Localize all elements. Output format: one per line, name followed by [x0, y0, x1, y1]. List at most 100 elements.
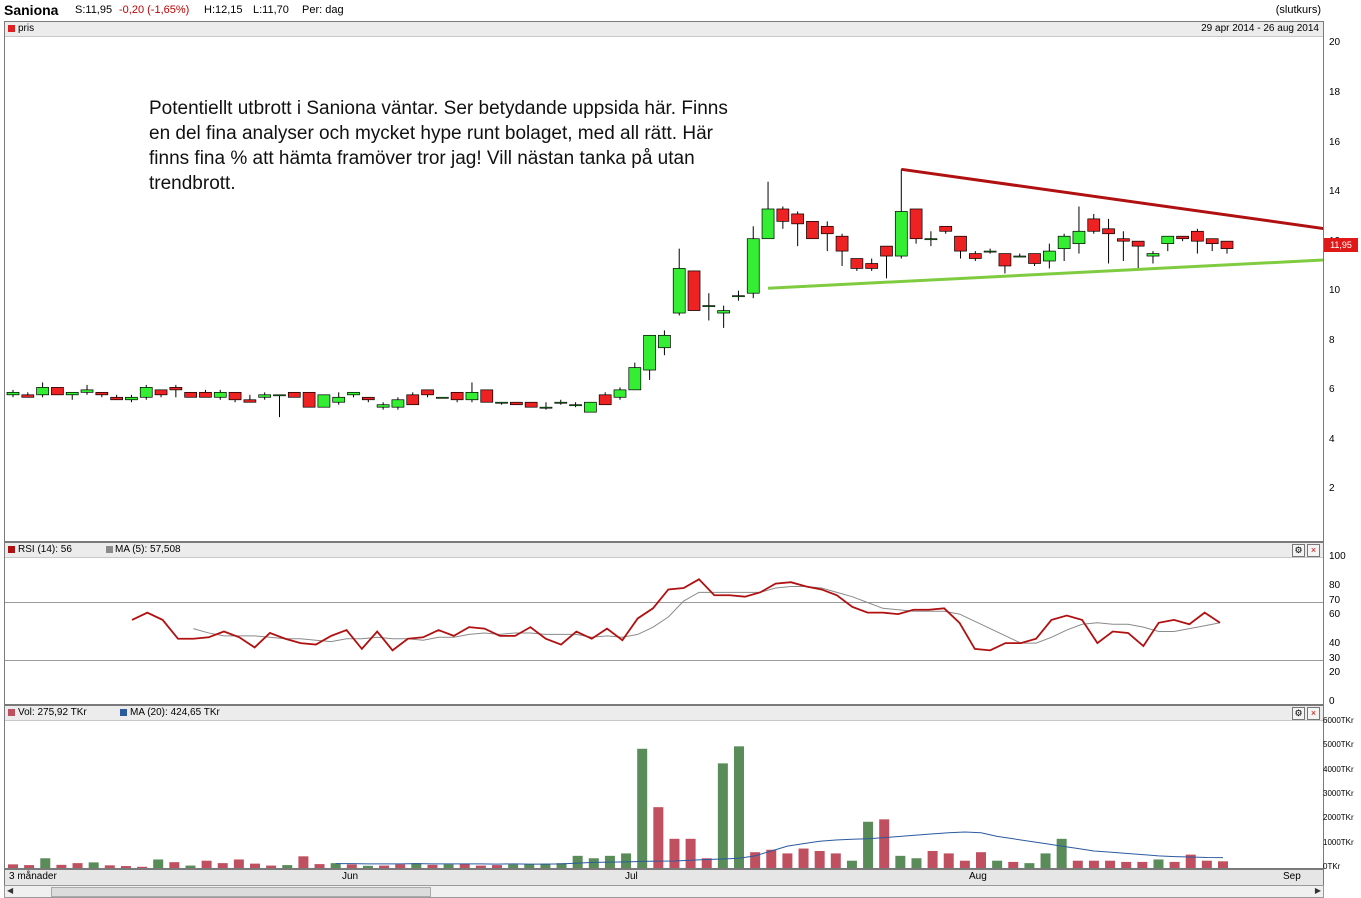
candle-body — [391, 399, 405, 408]
volume-bar — [120, 866, 131, 868]
candle-body — [110, 396, 123, 401]
candle-body — [36, 387, 49, 396]
candle-body — [302, 391, 316, 408]
volume-bar — [701, 858, 712, 868]
volume-bar — [217, 863, 228, 868]
scroll-left-icon[interactable]: ◀ — [7, 886, 14, 895]
volume-bar — [1024, 863, 1035, 868]
price-y-tick: 2 — [1329, 483, 1335, 495]
volume-settings-icon[interactable]: ⚙ — [1292, 707, 1305, 720]
volume-bar — [1185, 854, 1196, 868]
volume-chart[interactable] — [5, 706, 1323, 868]
candle-body — [717, 310, 730, 314]
rsi-close-icon[interactable]: × — [1307, 544, 1320, 557]
candle-body — [1072, 230, 1086, 245]
volume-ma-legend: MA (20): 424,65 TKr — [130, 707, 220, 718]
candle-body — [1117, 238, 1130, 242]
price-panel[interactable]: pris 29 apr 2014 - 26 aug 2014 Potentiel… — [4, 21, 1324, 542]
volume-y-tick: 5000TKr — [1323, 740, 1354, 750]
rsi-legend-swatch — [8, 546, 15, 553]
volume-bar — [1072, 860, 1083, 868]
rsi-legend: RSI (14): 56 — [18, 544, 72, 555]
candle-body — [746, 238, 760, 294]
period-label: Per: dag — [302, 4, 344, 16]
candle-body — [199, 391, 212, 398]
candle-body — [584, 401, 597, 413]
high-price: H:12,15 — [204, 4, 243, 16]
resistance-trendline — [901, 167, 1323, 230]
candle-body — [924, 238, 938, 241]
volume-bar — [362, 865, 373, 868]
chart-annotation: Potentiellt utbrott i Saniona väntar. Se… — [149, 98, 728, 194]
volume-bar — [1008, 861, 1019, 868]
rsi-panel[interactable]: RSI (14): 56 MA (5): 57,508 ⚙ × — [4, 542, 1324, 705]
candle-body — [983, 250, 997, 253]
price-chart[interactable] — [5, 22, 1323, 541]
volume-y-tick: 4000TKr — [1323, 764, 1354, 774]
candle-body — [1057, 235, 1071, 249]
volume-bar — [1088, 860, 1099, 868]
scroll-thumb[interactable] — [51, 887, 431, 897]
rsi-y-axis: 100 80 70 60 40 30 20 0 — [1323, 542, 1361, 707]
volume-close-icon[interactable]: × — [1307, 707, 1320, 720]
rsi-y-tick: 100 — [1329, 551, 1346, 562]
candle-body — [51, 387, 64, 396]
price-legend: pris — [18, 23, 35, 34]
volume-bar — [734, 746, 744, 868]
volume-bar — [411, 863, 422, 868]
volume-bar — [8, 864, 18, 868]
volume-bar — [959, 860, 970, 868]
month-aug: Aug — [969, 871, 987, 882]
volume-bar — [508, 864, 519, 868]
volume-bar — [637, 748, 648, 868]
rsi-settings-icon[interactable]: ⚙ — [1292, 544, 1305, 557]
candle-body — [909, 208, 923, 240]
candle-body — [213, 391, 227, 398]
price-y-tick: 18 — [1329, 86, 1341, 98]
volume-bar — [653, 807, 664, 868]
rsi-y-tick: 80 — [1329, 580, 1341, 591]
candle-body — [139, 387, 153, 398]
rsi-line — [131, 578, 1221, 652]
price-change: -0,20 (-1,65%) — [119, 4, 190, 16]
volume-y-tick: 3000TKr — [1323, 789, 1354, 798]
candle-body — [954, 235, 967, 252]
volume-bar — [863, 821, 874, 868]
ticker-name: Saniona — [4, 2, 59, 18]
rsi-chart[interactable] — [5, 543, 1323, 704]
candle-body — [894, 211, 908, 257]
volume-y-tick: 1000TKr — [1323, 837, 1354, 847]
volume-bar — [266, 865, 277, 868]
volume-bar — [621, 853, 632, 868]
candle-body — [628, 367, 642, 391]
volume-ma-legend-swatch — [120, 709, 127, 716]
volume-y-tick: 0TKr — [1323, 862, 1341, 871]
volume-bar — [830, 853, 841, 868]
volume-bar — [943, 853, 954, 868]
candle-body — [998, 253, 1012, 267]
candle-body — [317, 394, 331, 408]
candle-body — [524, 401, 538, 408]
volume-panel[interactable]: Vol: 275,92 TKr MA (20): 424,65 TKr ⚙ × — [4, 705, 1324, 869]
price-y-tick: 10 — [1329, 285, 1341, 297]
price-y-tick: 16 — [1329, 136, 1341, 148]
volume-bar — [879, 819, 890, 868]
volume-bar — [443, 864, 454, 868]
volume-bar — [72, 863, 83, 868]
candle-body — [465, 391, 479, 401]
timeline-scrollbar[interactable]: ◀ ▶ — [4, 885, 1324, 898]
candle-body — [613, 389, 627, 398]
volume-bar — [766, 849, 777, 868]
rsi-y-tick: 40 — [1329, 638, 1341, 649]
scroll-right-icon[interactable]: ▶ — [1314, 886, 1321, 895]
volume-bar — [1040, 853, 1051, 868]
candle-body — [480, 389, 494, 403]
volume-bar — [492, 865, 502, 868]
x-axis-bar: 3 månader Jun Jul Aug Sep — [4, 869, 1324, 886]
volume-bar — [395, 864, 406, 868]
range-label[interactable]: 3 månader — [9, 871, 57, 882]
candle-body — [791, 213, 805, 225]
volume-bar — [137, 866, 148, 868]
candle-body — [406, 394, 420, 406]
candle-body — [865, 263, 879, 269]
